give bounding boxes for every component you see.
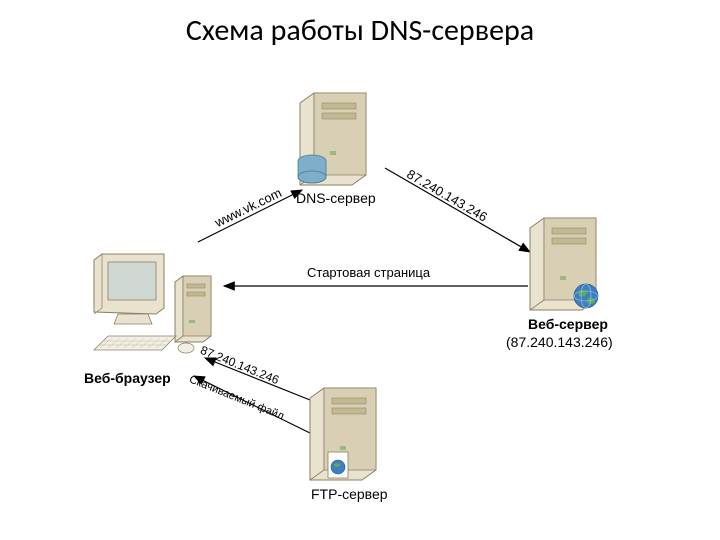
web-node bbox=[530, 218, 598, 310]
web-label: Веб-сервер bbox=[528, 316, 608, 332]
ftp-node bbox=[310, 388, 376, 480]
ftp-label: FTP-сервер bbox=[311, 486, 388, 502]
page-title: Схема работы DNS-сервера bbox=[0, 12, 720, 49]
edge-label-web-browser: Стартовая страница bbox=[307, 265, 430, 280]
dns-label: DNS-сервер bbox=[296, 190, 376, 206]
edge-label-dns-web: 87.240.143.246 bbox=[404, 166, 490, 224]
edge-label-browser-dns: www.vk.com bbox=[212, 185, 283, 230]
browser-label: Веб-браузер bbox=[84, 370, 171, 386]
dns-node bbox=[298, 93, 366, 185]
browser-node bbox=[94, 254, 211, 353]
web-sublabel: (87.240.143.246) bbox=[506, 334, 613, 350]
